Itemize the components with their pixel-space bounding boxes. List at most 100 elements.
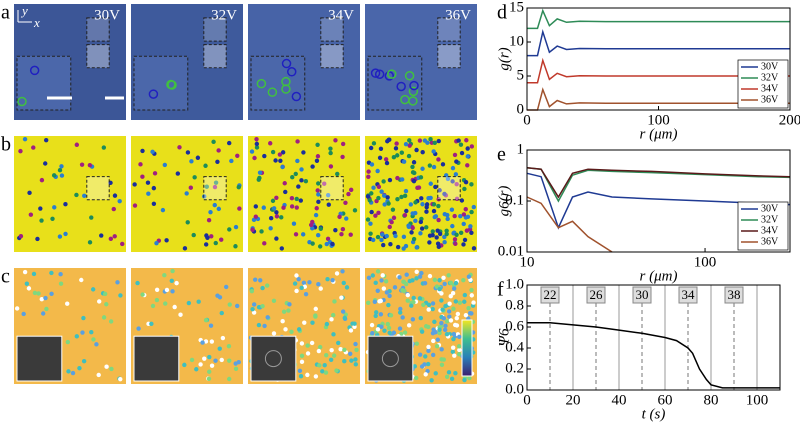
- particle: [439, 347, 444, 352]
- particle: [65, 339, 71, 345]
- annotation: 30: [636, 287, 649, 302]
- particle: [206, 376, 212, 381]
- particle: [251, 302, 257, 307]
- particle: [112, 234, 117, 239]
- particle: [417, 296, 423, 301]
- particle: [334, 368, 339, 373]
- particle: [283, 327, 288, 332]
- particle: [215, 159, 220, 164]
- particle: [433, 184, 438, 190]
- particle: [300, 232, 306, 237]
- particle: [202, 356, 207, 361]
- particle: [414, 269, 419, 274]
- particle: [334, 271, 340, 276]
- series-line: [526, 196, 613, 253]
- particle: [436, 203, 441, 209]
- particle: [403, 188, 409, 194]
- particle: [344, 285, 350, 290]
- particle: [375, 168, 380, 174]
- particle: [430, 301, 436, 306]
- panel-label: e: [497, 144, 506, 166]
- particle: [322, 181, 327, 186]
- particle: [296, 276, 301, 282]
- particle: [39, 177, 45, 183]
- particle: [454, 181, 459, 187]
- particle: [280, 319, 285, 324]
- particle: [425, 361, 431, 367]
- y-tick-label: 0.4: [505, 339, 524, 355]
- particle: [333, 138, 338, 143]
- particle: [377, 299, 382, 304]
- particle: [52, 205, 57, 210]
- particle: [151, 185, 157, 191]
- particle: [462, 377, 467, 383]
- particle: [371, 185, 376, 190]
- x-tick-label: 100: [647, 112, 670, 128]
- particle: [450, 179, 455, 184]
- particle: [96, 372, 101, 378]
- particle: [299, 341, 305, 346]
- particle: [348, 328, 354, 333]
- particle: [444, 374, 450, 379]
- particle: [365, 217, 371, 222]
- particle: [302, 320, 307, 325]
- particle: [414, 341, 420, 346]
- particle: [431, 327, 436, 332]
- particle: [369, 191, 374, 196]
- particle: [454, 232, 459, 237]
- particle: [422, 281, 428, 286]
- particle: [294, 205, 299, 210]
- particle: [97, 299, 102, 304]
- panel-label: c: [1, 266, 10, 288]
- particle: [313, 314, 318, 319]
- particle: [217, 346, 222, 351]
- particle: [340, 226, 346, 232]
- particle: [209, 363, 215, 368]
- particle: [169, 278, 174, 284]
- particle: [442, 281, 447, 287]
- particle: [281, 205, 286, 210]
- particle: [380, 232, 385, 237]
- particle: [89, 215, 94, 220]
- defect: [167, 80, 177, 90]
- particle: [426, 344, 431, 350]
- particle: [63, 231, 68, 237]
- particle: [328, 146, 333, 151]
- particle: [439, 362, 445, 367]
- particle: [397, 326, 403, 331]
- particle: [450, 349, 456, 355]
- particle: [293, 171, 298, 177]
- particle: [207, 354, 212, 360]
- particle: [340, 141, 346, 147]
- particle: [395, 175, 400, 181]
- particle: [434, 343, 440, 349]
- inset: [16, 55, 72, 111]
- particle: [469, 287, 474, 293]
- particle: [407, 278, 412, 284]
- particle: [206, 217, 212, 223]
- particle: [31, 271, 37, 277]
- particle: [444, 231, 449, 237]
- particle: [373, 280, 378, 286]
- particle: [419, 196, 424, 201]
- defect: [267, 87, 278, 97]
- particle: [317, 363, 322, 368]
- particle: [418, 219, 424, 225]
- particle: [220, 335, 226, 341]
- particle: [424, 209, 429, 214]
- particle: [325, 236, 331, 242]
- particle: [449, 376, 455, 382]
- particle: [313, 212, 319, 218]
- colorbar: [461, 319, 473, 377]
- defect: [374, 69, 385, 79]
- fft-inset: [133, 335, 180, 382]
- particle: [227, 227, 232, 232]
- particle: [353, 362, 358, 367]
- particle: [339, 232, 344, 237]
- particle: [271, 331, 277, 336]
- particle: [427, 273, 433, 279]
- particle: [150, 149, 155, 155]
- particle: [303, 179, 309, 184]
- particle: [461, 277, 466, 283]
- particle: [163, 301, 168, 306]
